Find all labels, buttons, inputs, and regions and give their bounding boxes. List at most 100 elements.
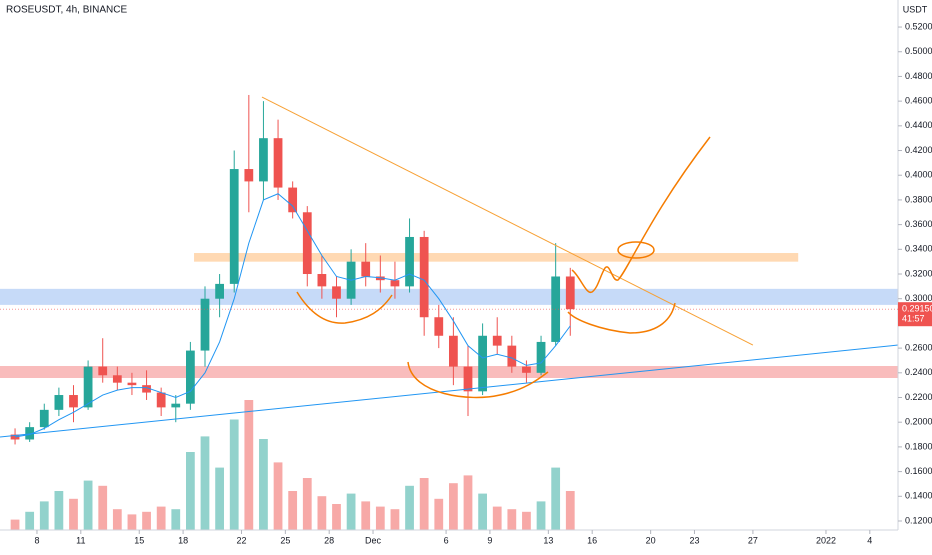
volume-bar xyxy=(185,452,195,530)
candle-body xyxy=(185,350,195,404)
freehand-drawings xyxy=(296,136,711,399)
volume-bar xyxy=(536,501,546,530)
x-tick-label: 9 xyxy=(487,535,492,545)
zones xyxy=(0,253,898,378)
candle-body xyxy=(83,366,93,408)
volume-bar xyxy=(522,511,531,530)
volume-bar xyxy=(346,493,356,530)
candle-body xyxy=(507,345,517,367)
x-tick-label: 15 xyxy=(134,535,144,545)
x-tick-label: 2022 xyxy=(816,535,836,545)
candle-body xyxy=(171,403,181,408)
volume-bar xyxy=(551,467,561,530)
candle-body xyxy=(215,283,224,299)
x-tick-label: 11 xyxy=(76,535,85,545)
x-tick-label: 8 xyxy=(34,535,39,545)
last-price-label: 0.29150 xyxy=(902,304,932,314)
candle-body xyxy=(142,385,151,393)
candles xyxy=(10,94,575,445)
candle-body xyxy=(434,317,444,336)
volume-bar xyxy=(171,509,181,530)
volume-bar xyxy=(98,485,108,530)
volume-bar xyxy=(463,475,473,530)
volume-bar xyxy=(317,496,327,530)
volume-bar xyxy=(405,485,414,530)
volume-bar xyxy=(302,478,312,530)
volume-bar xyxy=(565,491,575,530)
volume-bar xyxy=(142,511,151,530)
x-tick-label: 28 xyxy=(324,535,334,545)
volume-bar xyxy=(449,483,458,530)
candle-body xyxy=(419,236,429,318)
volume-bar xyxy=(127,514,137,530)
volume-bar xyxy=(229,419,239,530)
volume-bar xyxy=(112,509,122,530)
volume-bar xyxy=(434,498,444,530)
candle-body xyxy=(69,395,78,408)
drawings xyxy=(0,96,899,438)
candle-body xyxy=(288,187,298,213)
x-tick-label: 20 xyxy=(646,535,656,545)
moving-average xyxy=(14,193,571,438)
volume-bar xyxy=(390,509,400,530)
volume-bar xyxy=(492,506,502,530)
volume-bar xyxy=(244,400,254,530)
candle-body xyxy=(25,427,35,440)
freehand-circle xyxy=(617,241,655,259)
volume-bar xyxy=(54,491,64,530)
volume-bar xyxy=(332,504,341,530)
volume-bar xyxy=(375,506,385,530)
zone xyxy=(194,253,799,262)
x-tick-label: 18 xyxy=(178,535,188,545)
last-price-tag xyxy=(898,302,932,327)
candle-body xyxy=(302,212,312,275)
candle-body xyxy=(39,409,49,428)
candle-body xyxy=(522,366,531,373)
x-tick-label: 4 xyxy=(867,535,872,545)
candle-body xyxy=(405,236,414,287)
volume-bar xyxy=(69,498,78,530)
zone xyxy=(0,366,898,378)
candle-body xyxy=(244,169,254,182)
candle-body xyxy=(463,366,473,392)
volume-bar xyxy=(200,436,210,530)
volume-bar xyxy=(259,439,268,530)
volume-bar xyxy=(39,501,49,530)
volume-pane xyxy=(10,400,575,530)
x-tick-label: 6 xyxy=(444,535,449,545)
volume-bar xyxy=(83,480,93,530)
volume-bar xyxy=(478,493,487,530)
x-tick-label: 23 xyxy=(689,535,699,545)
candle-body xyxy=(492,335,502,346)
x-tick-label: 13 xyxy=(543,535,553,545)
freehand-curve xyxy=(571,136,711,293)
candle-body xyxy=(478,335,487,392)
candle-body xyxy=(332,286,341,299)
trendline xyxy=(0,344,899,438)
volume-bar xyxy=(361,501,371,530)
y-tick-label: 0.52000 xyxy=(905,21,932,31)
candle-body xyxy=(112,375,122,383)
freehand-curve xyxy=(296,291,393,324)
volume-bar xyxy=(507,509,517,530)
x-tick-label: 25 xyxy=(280,535,290,545)
